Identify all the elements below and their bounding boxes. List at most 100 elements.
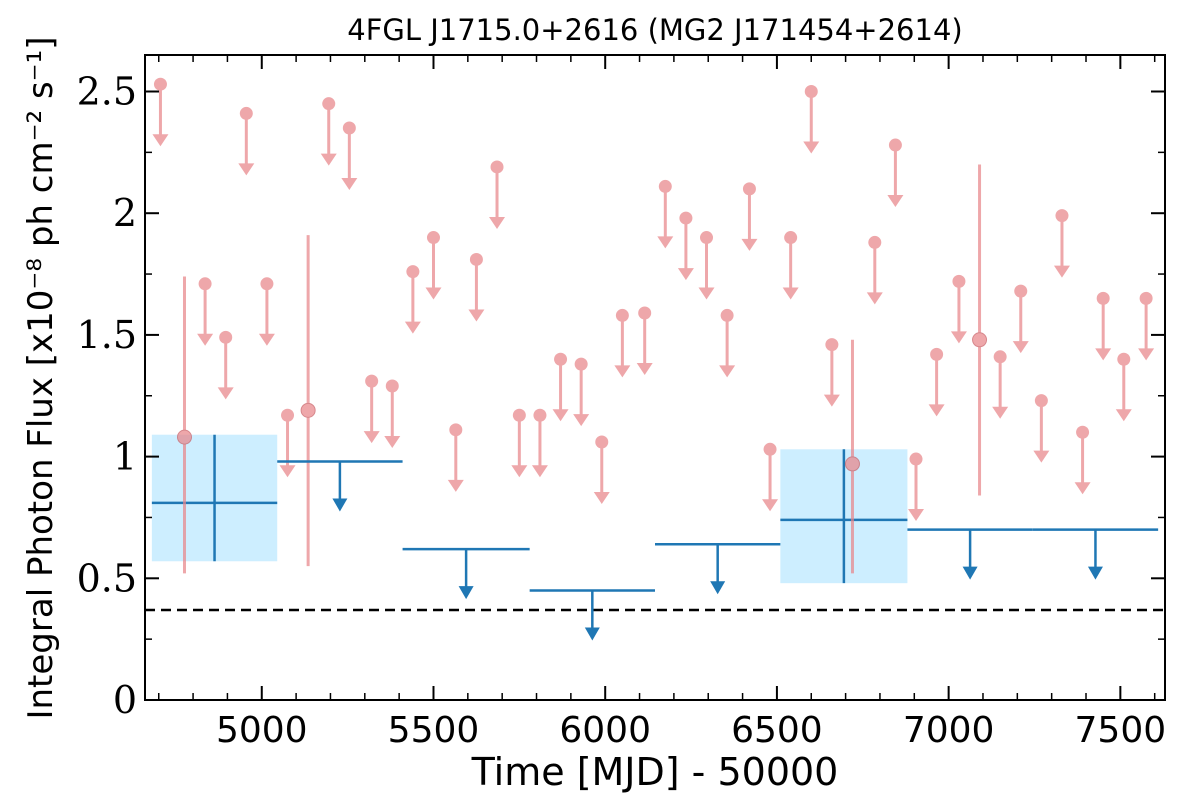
upper-limit-marker <box>1076 425 1090 439</box>
short-bin-upper-limit <box>511 408 528 478</box>
upper-limit-arrow <box>152 134 169 147</box>
upper-limit-marker <box>1014 284 1028 298</box>
short-bin-upper-limit <box>1033 394 1050 463</box>
upper-limit-arrow <box>341 178 358 191</box>
upper-limit-marker <box>219 330 233 344</box>
upper-limit-arrow <box>511 465 528 478</box>
short-bin-upper-limit <box>1074 425 1091 495</box>
upper-limit-marker <box>825 338 839 352</box>
upper-limit-arrow <box>238 163 255 176</box>
detection-marker <box>300 402 316 418</box>
short-bin-upper-limit <box>197 277 214 346</box>
y-axis-label: Integral Photon Flux [x10⁻⁸ ph cm⁻² s⁻¹] <box>21 36 61 719</box>
upper-limit-arrow <box>950 331 967 344</box>
upper-limit-marker <box>868 235 882 249</box>
upper-limit-arrow <box>1115 409 1132 422</box>
upper-limit-marker <box>1034 394 1048 408</box>
detection-marker <box>844 456 860 472</box>
upper-limit-arrow <box>279 465 296 478</box>
short-bin-upper-limit <box>384 379 401 449</box>
short-bin-upper-limit <box>782 231 799 300</box>
long-bin-upper-limit <box>907 528 1033 580</box>
long-bin-upper-limit <box>402 547 530 600</box>
short-bin-upper-limit <box>741 182 758 251</box>
upper-limit-marker <box>909 452 923 466</box>
upper-limit-arrow <box>762 499 779 512</box>
upper-limit-arrow <box>803 141 820 154</box>
upper-limit-marker <box>1096 291 1110 305</box>
chart-title: 4FGL J1715.0+2616 (MG2 J171454+2614) <box>347 13 962 47</box>
short-bin-detection <box>300 235 316 567</box>
y-tick-label: 0.5 <box>77 556 137 600</box>
upper-limit-arrow <box>782 287 799 300</box>
short-bin-upper-limit <box>425 231 442 300</box>
short-bin-upper-limit <box>258 277 275 346</box>
upper-limit-marker <box>1117 352 1131 366</box>
upper-limit-arrow <box>823 394 840 407</box>
short-bin-upper-limit <box>866 235 883 305</box>
upper-limit-arrow <box>719 365 736 378</box>
upper-limit-arrow <box>384 436 401 449</box>
upper-limit-arrow <box>447 479 464 492</box>
upper-limit-marker <box>784 231 798 245</box>
long-upper-limit-arrow <box>332 498 348 512</box>
upper-limit-arrow <box>1074 482 1091 495</box>
upper-limit-marker <box>742 182 756 196</box>
short-bin-upper-limit <box>657 179 674 249</box>
x-tick-label: 7500 <box>1075 710 1167 751</box>
long-bin-upper-limit <box>655 542 781 595</box>
y-tick-label: 0 <box>113 678 137 722</box>
short-bin-upper-limit <box>404 265 421 334</box>
y-tick-label: 2.5 <box>77 70 137 114</box>
upper-limit-arrow <box>866 292 883 305</box>
plot-background <box>145 55 1165 700</box>
short-bin-upper-limit <box>489 160 506 229</box>
upper-limit-arrow <box>217 387 234 400</box>
long-bin-detection <box>780 449 908 584</box>
short-bin-upper-limit <box>719 308 736 378</box>
long-bin-upper-limit <box>277 460 403 512</box>
upper-limit-marker <box>1055 209 1069 223</box>
upper-limit-marker <box>595 435 609 449</box>
upper-limit-arrow <box>468 309 485 322</box>
short-bin-detection <box>176 276 192 574</box>
y-tick-label: 1.5 <box>77 313 137 357</box>
upper-limit-arrow <box>425 287 442 300</box>
upper-limit-marker <box>763 442 777 456</box>
upper-limit-marker <box>469 252 483 266</box>
x-tick-label: 6500 <box>731 710 823 751</box>
upper-limit-arrow <box>363 431 380 444</box>
short-bin-upper-limit <box>1095 291 1112 361</box>
upper-limit-arrow <box>573 414 590 427</box>
upper-limit-arrow <box>1095 348 1112 361</box>
upper-limit-marker <box>888 138 902 152</box>
upper-limit-marker <box>512 408 526 422</box>
short-bin-upper-limit <box>992 350 1009 419</box>
short-bin-upper-limit <box>447 423 464 492</box>
short-bin-upper-limit <box>1012 284 1029 354</box>
short-bin-upper-limit <box>238 106 255 176</box>
long-bin-upper-limit <box>529 589 655 641</box>
long-upper-limit-arrow <box>962 566 978 580</box>
upper-limit-marker <box>385 379 399 393</box>
short-bin-upper-limit <box>762 442 779 512</box>
short-bin-upper-limit <box>636 306 653 375</box>
x-axis-label: Time [MJD] - 50000 <box>471 750 839 794</box>
upper-limit-marker <box>638 306 652 320</box>
long-bin-upper-limit <box>1032 528 1159 580</box>
short-bin-upper-limit <box>614 308 631 378</box>
upper-limit-marker <box>365 374 379 388</box>
upper-limit-marker <box>1139 291 1153 305</box>
upper-limit-marker <box>239 106 253 120</box>
upper-limit-marker <box>679 211 693 225</box>
long-upper-limit-arrow <box>710 581 726 595</box>
upper-limit-arrow <box>1138 348 1155 361</box>
short-bin-upper-limit <box>279 408 296 478</box>
upper-limit-arrow <box>320 153 337 166</box>
upper-limit-arrow <box>258 333 275 346</box>
short-bin-upper-limit <box>217 330 234 400</box>
short-bin-upper-limit <box>928 347 945 417</box>
upper-limit-marker <box>342 121 356 135</box>
short-bin-upper-limit <box>823 338 840 407</box>
upper-limit-arrow <box>908 509 925 522</box>
